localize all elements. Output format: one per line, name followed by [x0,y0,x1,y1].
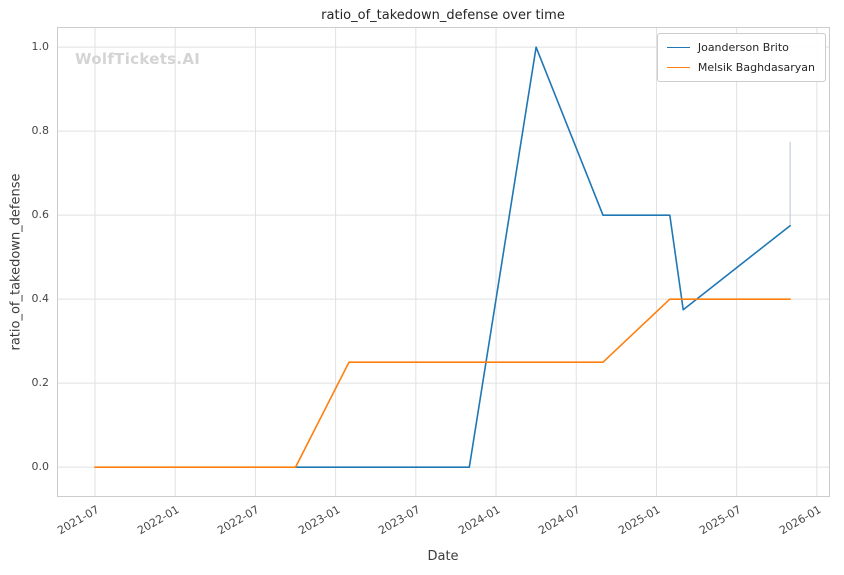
x-tick-label: 2022-01 [135,503,182,538]
y-tick-label: 0.6 [31,208,50,222]
legend: Joanderson Brito Melsik Baghdasaryan [656,33,826,82]
x-tick-label: 2023-07 [376,503,423,538]
legend-label: Joanderson Brito [697,41,789,54]
y-tick-label: 0.4 [31,292,50,306]
x-axis-label: Date [427,549,459,564]
legend-line-sample [666,47,690,48]
legend-item: Melsik Baghdasaryan [666,61,815,74]
x-tick-label: 2023-01 [295,503,343,538]
y-tick-label: 1.0 [31,40,50,54]
series-line-0 [294,46,791,469]
watermark: WolfTickets.AI [75,50,201,68]
legend-label: Melsik Baghdasaryan [697,61,815,74]
plot-border [57,27,830,497]
y-axis-label: ratio_of_takedown_defense [8,173,24,351]
series-line-1 [94,298,791,469]
y-tick-label: 0.2 [31,376,50,390]
plot-area [57,27,830,497]
x-tick-label: 2025-01 [616,503,663,538]
x-tick-label: 2025-07 [696,503,744,538]
x-tick-label: 2026-01 [777,503,824,538]
y-tick-label: 0.0 [31,460,50,474]
legend-line-sample [666,67,690,68]
x-tick-label: 2021-07 [55,503,102,538]
x-tick-label: 2024-01 [456,503,503,538]
x-tick-label: 2022-07 [215,503,262,538]
chart-title: ratio_of_takedown_defense over time [321,8,565,23]
x-tick-label: 2024-07 [536,503,583,538]
y-tick-label: 0.8 [31,124,50,138]
legend-item: Joanderson Brito [666,41,815,54]
